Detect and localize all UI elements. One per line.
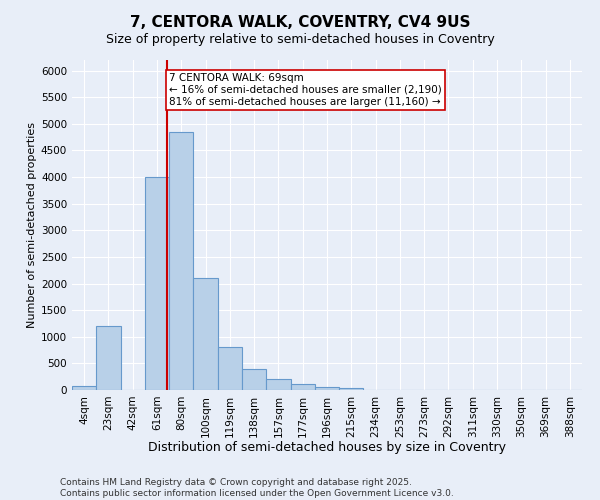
Text: Contains HM Land Registry data © Crown copyright and database right 2025.
Contai: Contains HM Land Registry data © Crown c… xyxy=(60,478,454,498)
Y-axis label: Number of semi-detached properties: Number of semi-detached properties xyxy=(27,122,37,328)
Bar xyxy=(315,387,339,390)
Bar xyxy=(72,386,96,390)
Text: 7, CENTORA WALK, COVENTRY, CV4 9US: 7, CENTORA WALK, COVENTRY, CV4 9US xyxy=(130,15,470,30)
Text: 7 CENTORA WALK: 69sqm
← 16% of semi-detached houses are smaller (2,190)
81% of s: 7 CENTORA WALK: 69sqm ← 16% of semi-deta… xyxy=(169,74,442,106)
Bar xyxy=(290,384,315,390)
X-axis label: Distribution of semi-detached houses by size in Coventry: Distribution of semi-detached houses by … xyxy=(148,441,506,454)
Bar xyxy=(145,177,169,390)
Bar xyxy=(193,278,218,390)
Text: Size of property relative to semi-detached houses in Coventry: Size of property relative to semi-detach… xyxy=(106,32,494,46)
Bar xyxy=(169,132,193,390)
Bar xyxy=(218,348,242,390)
Bar xyxy=(242,368,266,390)
Bar xyxy=(266,380,290,390)
Bar xyxy=(339,388,364,390)
Bar xyxy=(96,326,121,390)
